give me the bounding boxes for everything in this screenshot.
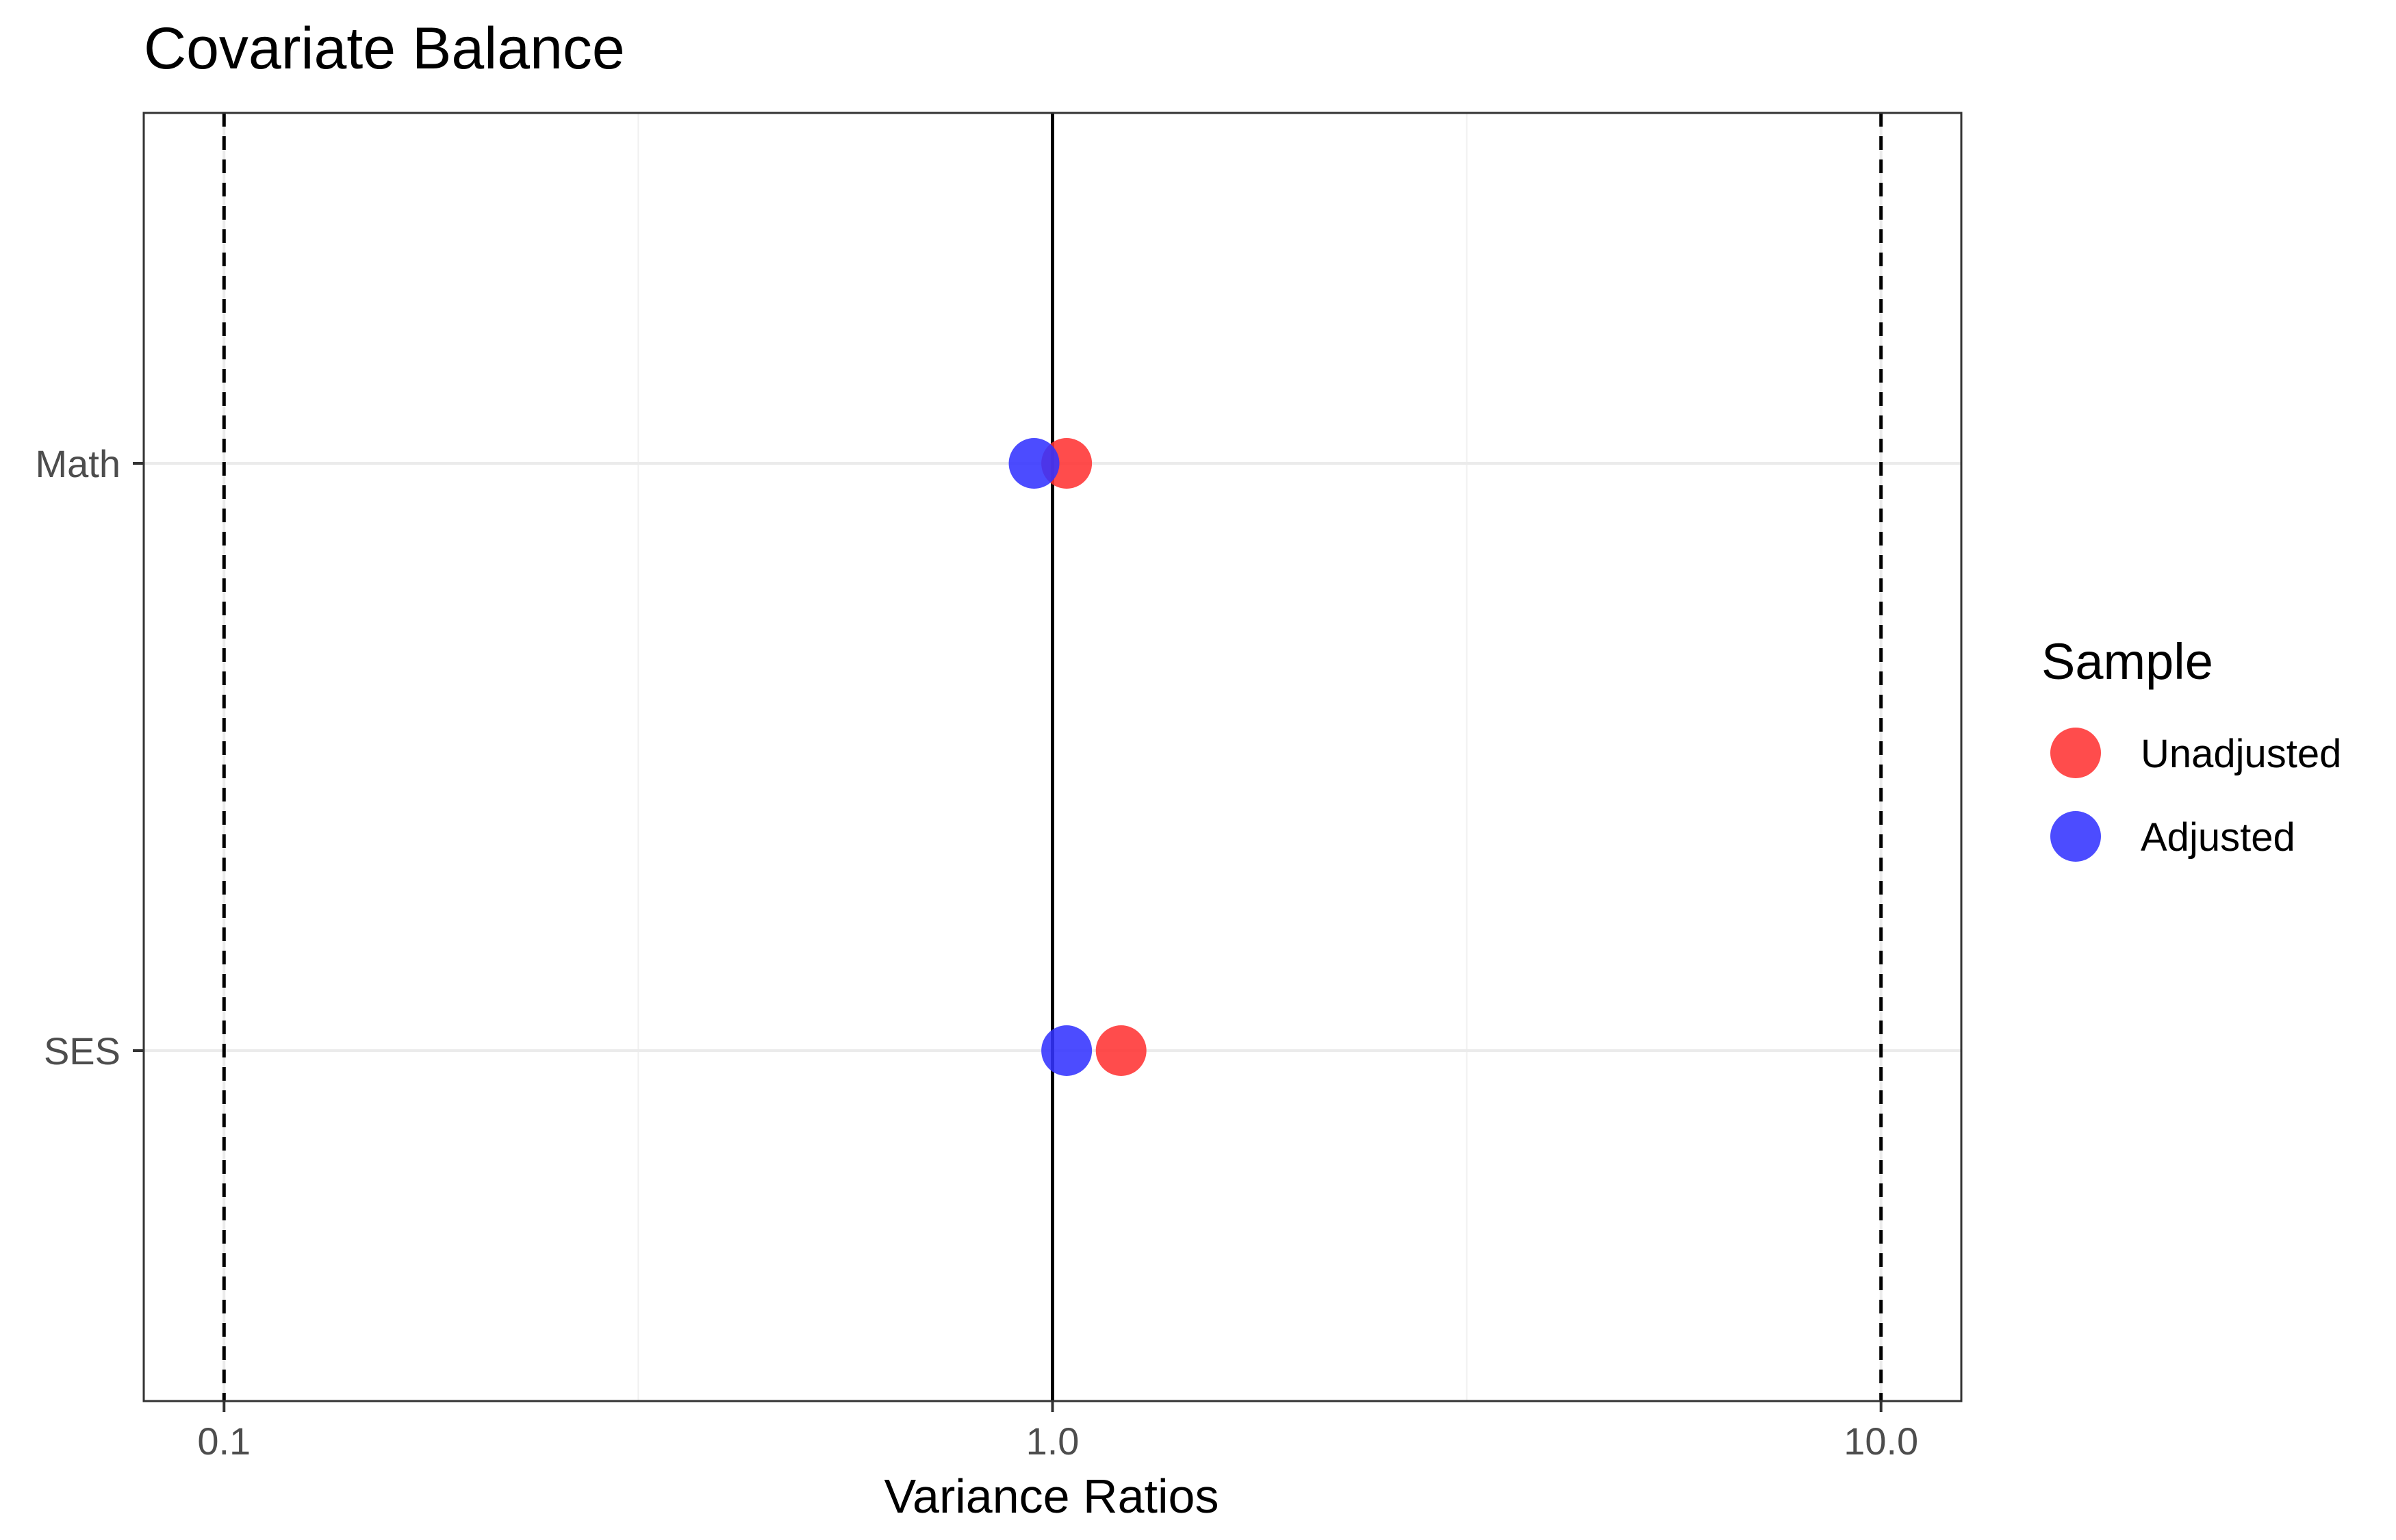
legend-key-unadjusted [2050, 728, 2101, 778]
data-points [1008, 438, 1147, 1076]
legend-title: Sample [2041, 633, 2213, 690]
legend-label-adjusted: Adjusted [2141, 815, 2295, 860]
legend: Sample Unadjusted Adjusted [2041, 633, 2341, 862]
y-tick-label-math: Math [36, 442, 121, 485]
reference-lines [222, 113, 1883, 1401]
legend-key-adjusted [2050, 811, 2101, 862]
axis-ticks: 0.1 1.0 10.0 Math SES [36, 442, 1919, 1463]
x-tick-label: 0.1 [197, 1420, 251, 1463]
adjusted-point-ses [1041, 1025, 1093, 1076]
adjusted-point-math [1008, 438, 1060, 489]
x-axis-title: Variance Ratios [884, 1470, 1219, 1523]
x-tick-label: 10.0 [1844, 1420, 1918, 1463]
chart-title: Covariate Balance [144, 16, 625, 81]
y-tick-label-ses: SES [44, 1029, 120, 1073]
unadjusted-point-ses [1095, 1025, 1147, 1076]
x-tick-label: 1.0 [1026, 1420, 1080, 1463]
legend-label-unadjusted: Unadjusted [2141, 732, 2341, 776]
legend-entries: Unadjusted Adjusted [2050, 728, 2341, 862]
